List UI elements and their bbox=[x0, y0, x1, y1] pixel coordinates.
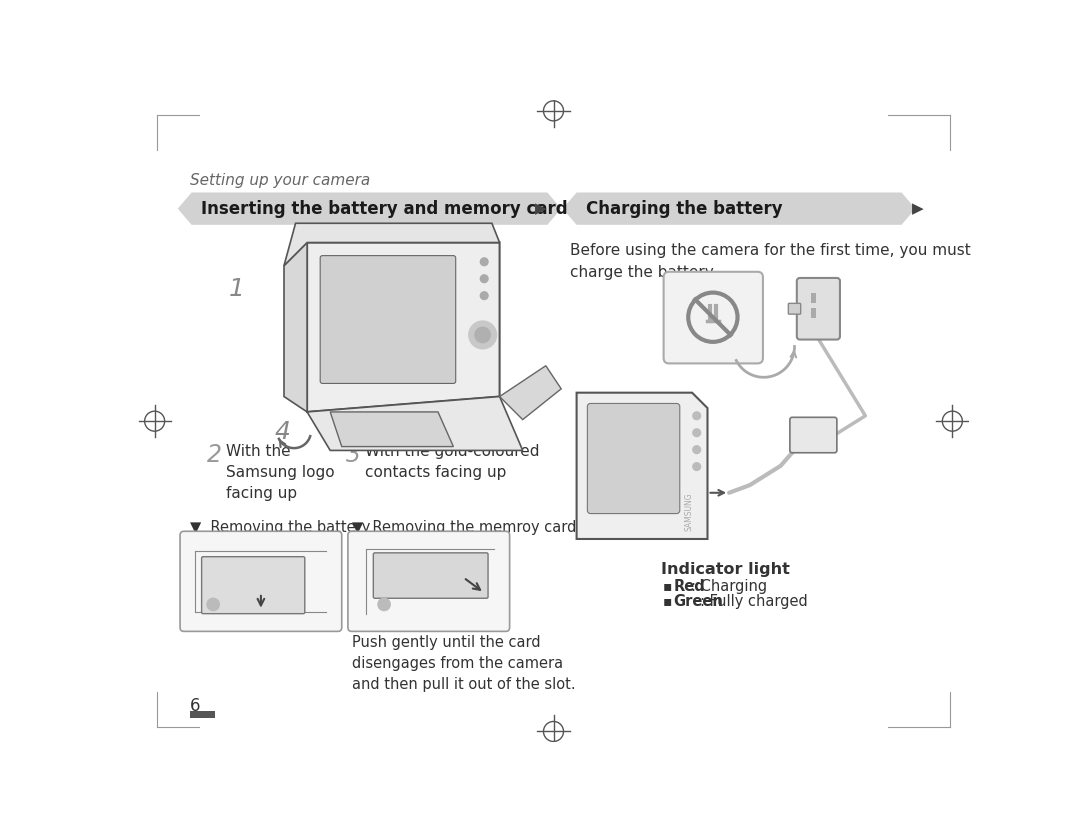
Text: Indicator light: Indicator light bbox=[661, 562, 791, 577]
FancyBboxPatch shape bbox=[663, 272, 762, 364]
Text: ▪: ▪ bbox=[663, 595, 672, 609]
Circle shape bbox=[475, 327, 490, 343]
FancyBboxPatch shape bbox=[797, 278, 840, 339]
Text: 6: 6 bbox=[190, 697, 201, 715]
Circle shape bbox=[693, 463, 701, 470]
Text: Setting up your camera: Setting up your camera bbox=[190, 173, 370, 188]
Text: 2: 2 bbox=[207, 443, 222, 467]
Text: Inserting the battery and memory card: Inserting the battery and memory card bbox=[201, 199, 567, 218]
FancyBboxPatch shape bbox=[788, 304, 800, 314]
Text: 4: 4 bbox=[274, 420, 291, 444]
FancyBboxPatch shape bbox=[320, 255, 456, 384]
Text: Red: Red bbox=[674, 579, 705, 594]
Circle shape bbox=[481, 258, 488, 266]
FancyBboxPatch shape bbox=[202, 556, 305, 614]
Polygon shape bbox=[500, 366, 562, 420]
Polygon shape bbox=[178, 193, 562, 225]
Text: ▼  Removing the memroy card: ▼ Removing the memroy card bbox=[352, 520, 576, 535]
Polygon shape bbox=[307, 396, 523, 450]
Polygon shape bbox=[563, 193, 916, 225]
Text: ▶: ▶ bbox=[535, 201, 546, 216]
Circle shape bbox=[481, 292, 488, 299]
Bar bbox=[811, 293, 816, 303]
Text: Before using the camera for the first time, you must
charge the battery.: Before using the camera for the first ti… bbox=[570, 243, 971, 279]
FancyBboxPatch shape bbox=[789, 417, 837, 453]
Circle shape bbox=[693, 429, 701, 436]
Bar bbox=[811, 308, 816, 318]
Polygon shape bbox=[577, 393, 707, 539]
Text: With the gold-coloured
contacts facing up: With the gold-coloured contacts facing u… bbox=[365, 445, 539, 480]
Bar bbox=[190, 711, 215, 718]
Polygon shape bbox=[284, 243, 307, 412]
Text: 3: 3 bbox=[346, 443, 361, 467]
FancyBboxPatch shape bbox=[588, 404, 679, 514]
Text: Charging the battery: Charging the battery bbox=[585, 199, 783, 218]
Text: ▶: ▶ bbox=[912, 201, 923, 216]
Circle shape bbox=[693, 446, 701, 454]
Text: : Fully charged: : Fully charged bbox=[700, 595, 808, 610]
Circle shape bbox=[481, 275, 488, 283]
FancyBboxPatch shape bbox=[348, 531, 510, 631]
Polygon shape bbox=[284, 224, 500, 266]
Circle shape bbox=[693, 412, 701, 420]
Text: ▪: ▪ bbox=[663, 579, 672, 593]
Text: Push gently until the card
disengages from the camera
and then pull it out of th: Push gently until the card disengages fr… bbox=[352, 636, 576, 692]
Text: 1: 1 bbox=[229, 277, 244, 301]
Text: ▼  Removing the battery: ▼ Removing the battery bbox=[190, 520, 370, 535]
FancyBboxPatch shape bbox=[374, 553, 488, 598]
Circle shape bbox=[378, 598, 390, 610]
Polygon shape bbox=[307, 243, 500, 412]
Polygon shape bbox=[330, 412, 454, 446]
Text: Green: Green bbox=[674, 595, 724, 610]
Text: SAMSUNG: SAMSUNG bbox=[685, 493, 693, 531]
Text: With the
Samsung logo
facing up: With the Samsung logo facing up bbox=[226, 445, 335, 501]
FancyBboxPatch shape bbox=[180, 531, 341, 631]
Circle shape bbox=[469, 321, 497, 349]
Circle shape bbox=[207, 598, 219, 610]
Text: : Charging: : Charging bbox=[690, 579, 767, 594]
